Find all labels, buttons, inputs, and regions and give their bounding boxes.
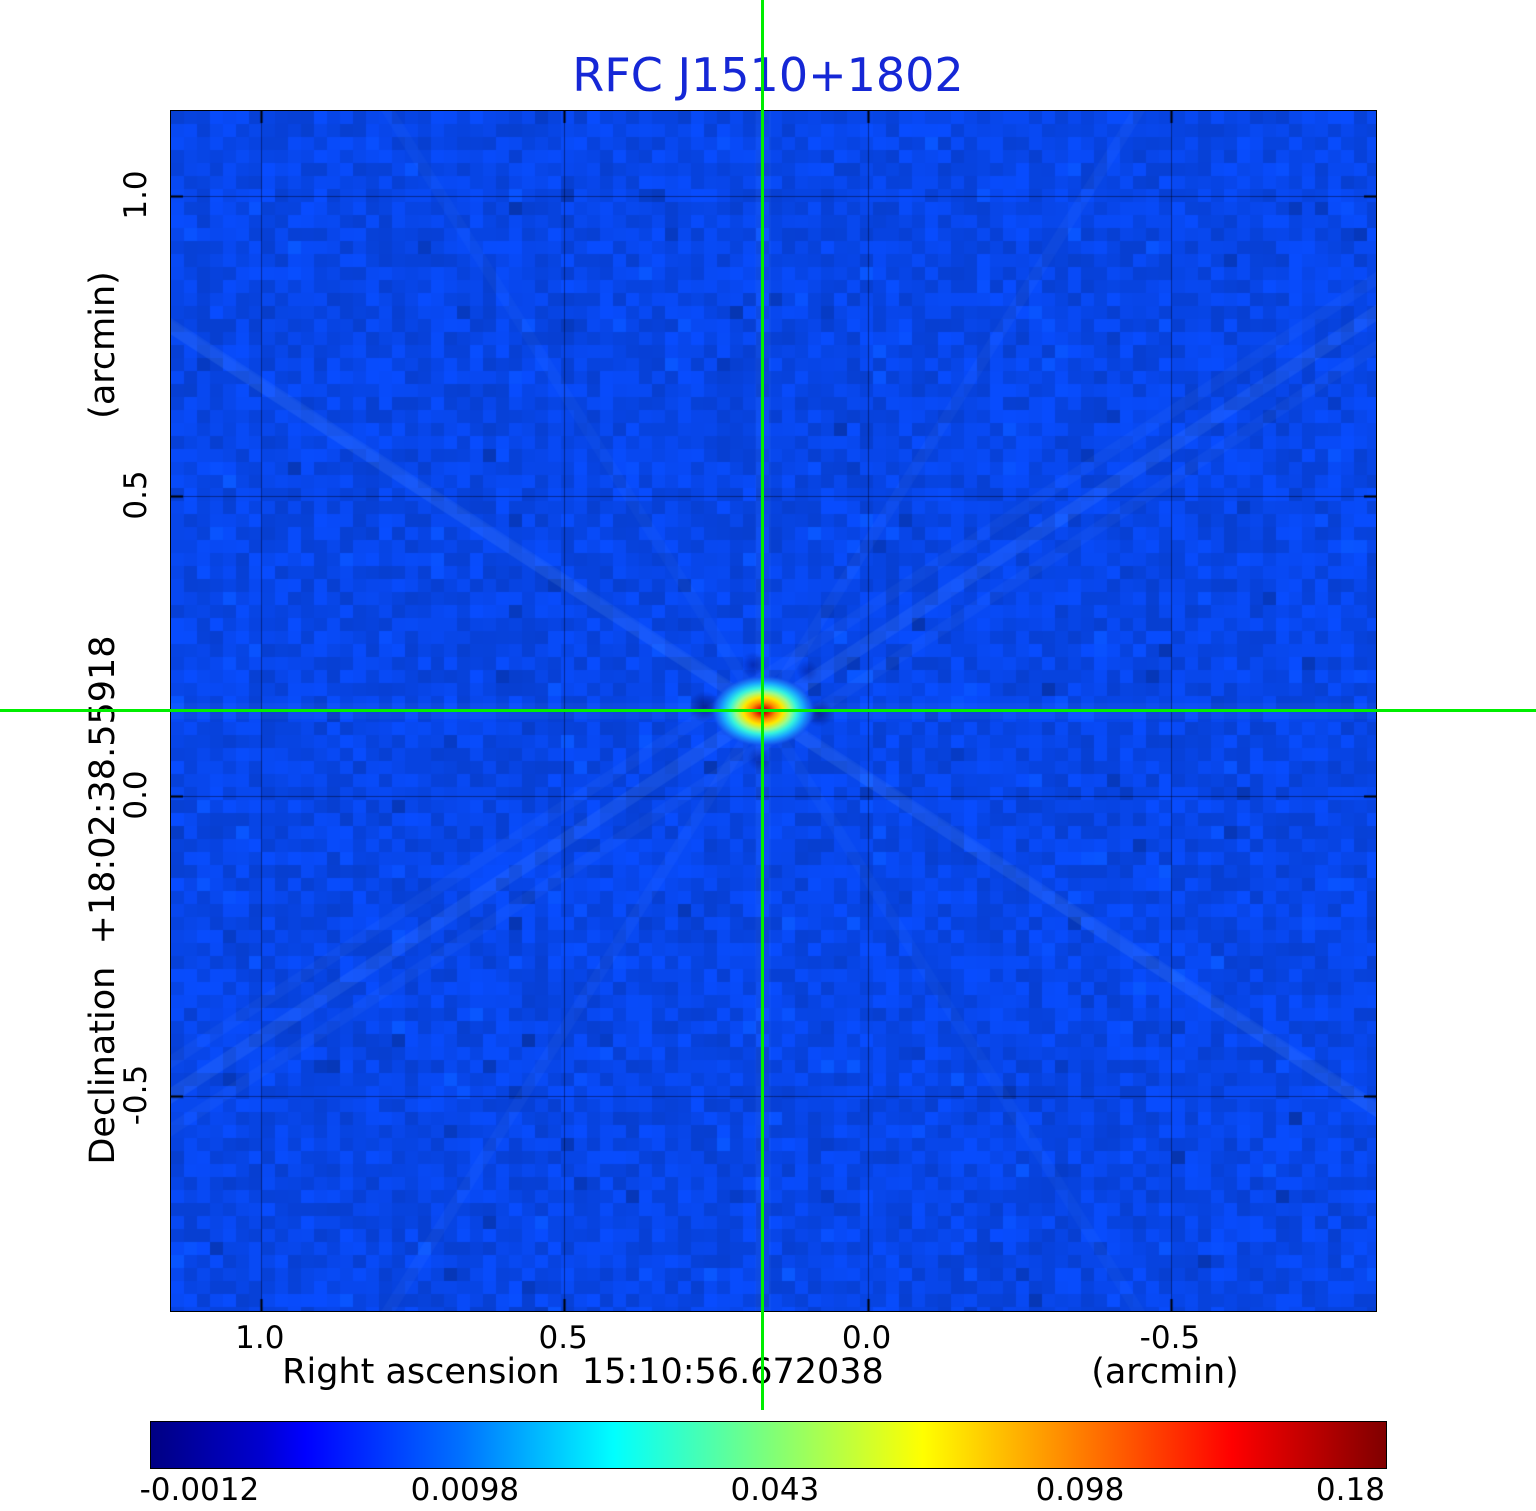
x-axis-tick-label: 1.0 xyxy=(235,1320,285,1356)
colorbar-tick-label: 0.0098 xyxy=(410,1472,520,1508)
colorbar-tick-label: -0.0012 xyxy=(139,1472,260,1508)
y-axis-tick-label: 0.0 xyxy=(118,770,154,820)
y-axis-tick-label: 0.5 xyxy=(118,470,154,520)
colorbar-tick-label: 0.098 xyxy=(1035,1472,1125,1508)
x-axis-unit-label: (arcmin) xyxy=(1091,1352,1239,1392)
x-axis-tick-label: 0.5 xyxy=(538,1320,588,1356)
x-axis-tick-label: 0.0 xyxy=(841,1320,892,1356)
crosshair-horizontal-line xyxy=(0,708,1536,712)
colorbar-tick-label: 0.18 xyxy=(1315,1472,1385,1508)
figure-title: RFC J1510+1802 xyxy=(572,48,964,102)
x-axis-tick-label: -0.5 xyxy=(1139,1320,1201,1356)
crosshair-vertical-line xyxy=(760,0,764,1410)
y-axis-label: Declination +18:02:38.55918 xyxy=(83,635,123,1165)
y-axis-tick-label: -0.5 xyxy=(118,1064,154,1126)
y-axis-tick-label: 1.0 xyxy=(118,170,154,220)
colorbar-gradient xyxy=(150,1421,1387,1469)
x-axis-label: Right ascension 15:10:56.672038 xyxy=(282,1352,884,1392)
colorbar-tick-label: 0.043 xyxy=(730,1472,820,1508)
y-axis-unit-label: (arcmin) xyxy=(83,271,123,419)
